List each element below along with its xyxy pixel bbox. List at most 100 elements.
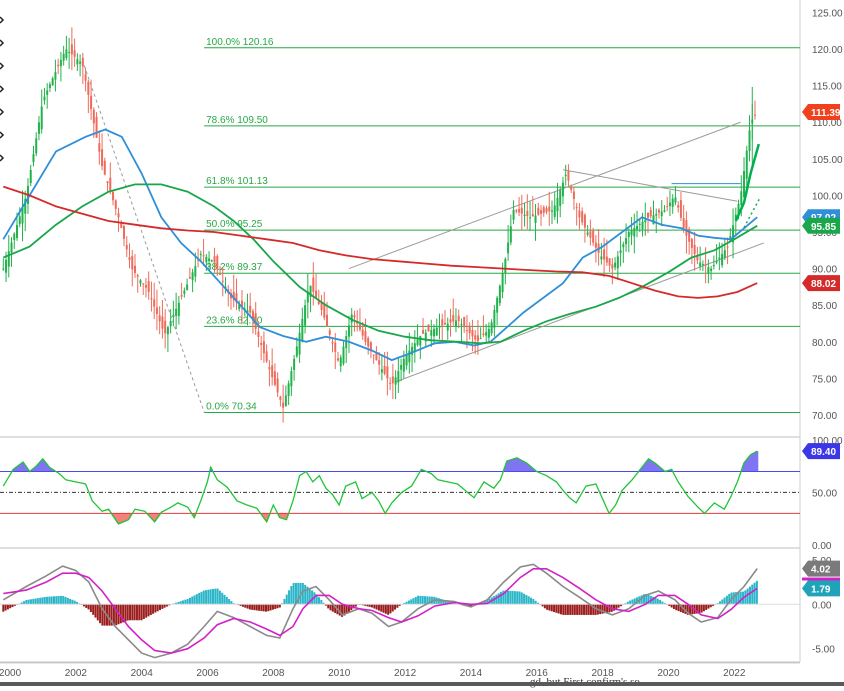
macd-histogram-bar (290, 586, 293, 605)
candle-body (485, 332, 488, 336)
candle-body (378, 360, 381, 365)
macd-histogram-bar (679, 604, 682, 613)
edge-marker-icon (0, 108, 5, 116)
time-tick-label: 2014 (460, 668, 483, 679)
candle-body (641, 221, 644, 230)
macd-histogram-bar (186, 598, 189, 605)
candle-body (690, 238, 693, 248)
macd-histogram-bar (532, 598, 535, 605)
price-tick-label: 80.00 (812, 338, 837, 349)
macd-histogram-bar (265, 604, 268, 612)
time-tick-label: 2020 (657, 668, 680, 679)
macd-line (2, 563, 758, 659)
edge-marker-icon (0, 39, 5, 47)
candle-body (219, 273, 222, 275)
candle-body (424, 332, 427, 342)
macd-histogram-bar (371, 604, 374, 608)
macd-histogram-bar (161, 604, 164, 609)
macd-histogram-bar (389, 604, 392, 614)
macd-histogram-bar (347, 604, 350, 612)
candle-body (197, 259, 200, 261)
candle-body (402, 358, 405, 372)
rsi-tick-label: 100.00 (812, 436, 843, 447)
macd-histogram-bar (691, 604, 694, 615)
time-tick-label: 2016 (526, 668, 549, 679)
macd-histogram-bar (313, 592, 316, 605)
macd-histogram-bar (735, 592, 738, 605)
candle-body (438, 326, 441, 328)
macd-histogram-bar (398, 604, 401, 606)
candle-body (542, 207, 545, 213)
macd-histogram-bar (375, 604, 378, 610)
candle-body (364, 331, 367, 342)
candle-body (295, 346, 298, 357)
macd-histogram-bar (9, 604, 12, 609)
price-tick-label: 105.00 (812, 155, 843, 166)
candle-body (306, 291, 309, 303)
rsi-badge-shape (802, 443, 840, 460)
macd-histogram-bar (686, 604, 689, 615)
macd-histogram-bar (380, 604, 383, 612)
macd-histogram-bar (324, 604, 327, 606)
candle-body (460, 324, 463, 326)
price-badge-shape (802, 103, 840, 120)
macd-histogram-bar (428, 596, 431, 605)
macd-histogram-bar (534, 600, 537, 605)
macd-histogram-bar (267, 604, 270, 612)
macd-histogram-bar (168, 604, 171, 606)
candle-body (660, 211, 663, 217)
candle-body (391, 376, 394, 384)
candle-body (663, 210, 666, 212)
candle-body (677, 205, 680, 208)
candle-body (342, 346, 345, 364)
macd-signal-badge: 1.79 (811, 584, 831, 595)
candle-body (76, 59, 79, 65)
macd-histogram-bar (377, 604, 380, 611)
price-badge: 111.39 (811, 108, 841, 119)
moving-average-line (2, 183, 758, 345)
macd-histogram-bar (719, 601, 721, 605)
candle-body (235, 293, 238, 303)
candle-body (37, 122, 40, 134)
candle-body (48, 84, 51, 88)
macd-histogram-bar (387, 604, 390, 615)
candle-body (92, 109, 95, 124)
candle-body (13, 233, 16, 240)
candle-body (721, 253, 724, 266)
macd-histogram-bar (212, 588, 215, 605)
macd-histogram-bar (753, 582, 756, 605)
macd-histogram-bar (129, 604, 132, 621)
macd-histogram-bar (689, 604, 692, 615)
price-tick-label: 85.00 (812, 301, 837, 312)
macd-histogram-bar (382, 604, 385, 613)
macd-histogram-bar (228, 599, 231, 605)
time-tick-label: 2008 (262, 668, 285, 679)
macd-histogram-bar (281, 603, 284, 605)
candle-body (493, 310, 496, 328)
macd-histogram-bar (329, 604, 332, 611)
price-tick-label: 125.00 (812, 8, 843, 19)
macd-histogram-bar (421, 596, 424, 605)
candle-body (336, 358, 339, 361)
candle-body (734, 214, 737, 221)
candle-body (526, 210, 529, 217)
macd-histogram-bar (700, 604, 703, 613)
candle-body (540, 210, 543, 214)
candle-body (729, 235, 732, 241)
candle-body (142, 283, 145, 285)
candle-body (693, 244, 696, 254)
candle-body (671, 198, 674, 207)
candle-body (287, 383, 290, 397)
candle-body (81, 57, 84, 67)
candle-body (567, 170, 570, 181)
candle-body (446, 323, 449, 331)
macd-histogram-bar (320, 600, 323, 605)
candle-body (614, 262, 617, 268)
candle-body (213, 256, 216, 263)
candle-body (520, 207, 523, 214)
macd-histogram-bar (94, 604, 97, 618)
macd-histogram-bar (4, 604, 7, 611)
macd-histogram-bar (255, 604, 258, 611)
macd-histogram-bar (308, 588, 311, 605)
macd-histogram-bar (417, 595, 420, 605)
